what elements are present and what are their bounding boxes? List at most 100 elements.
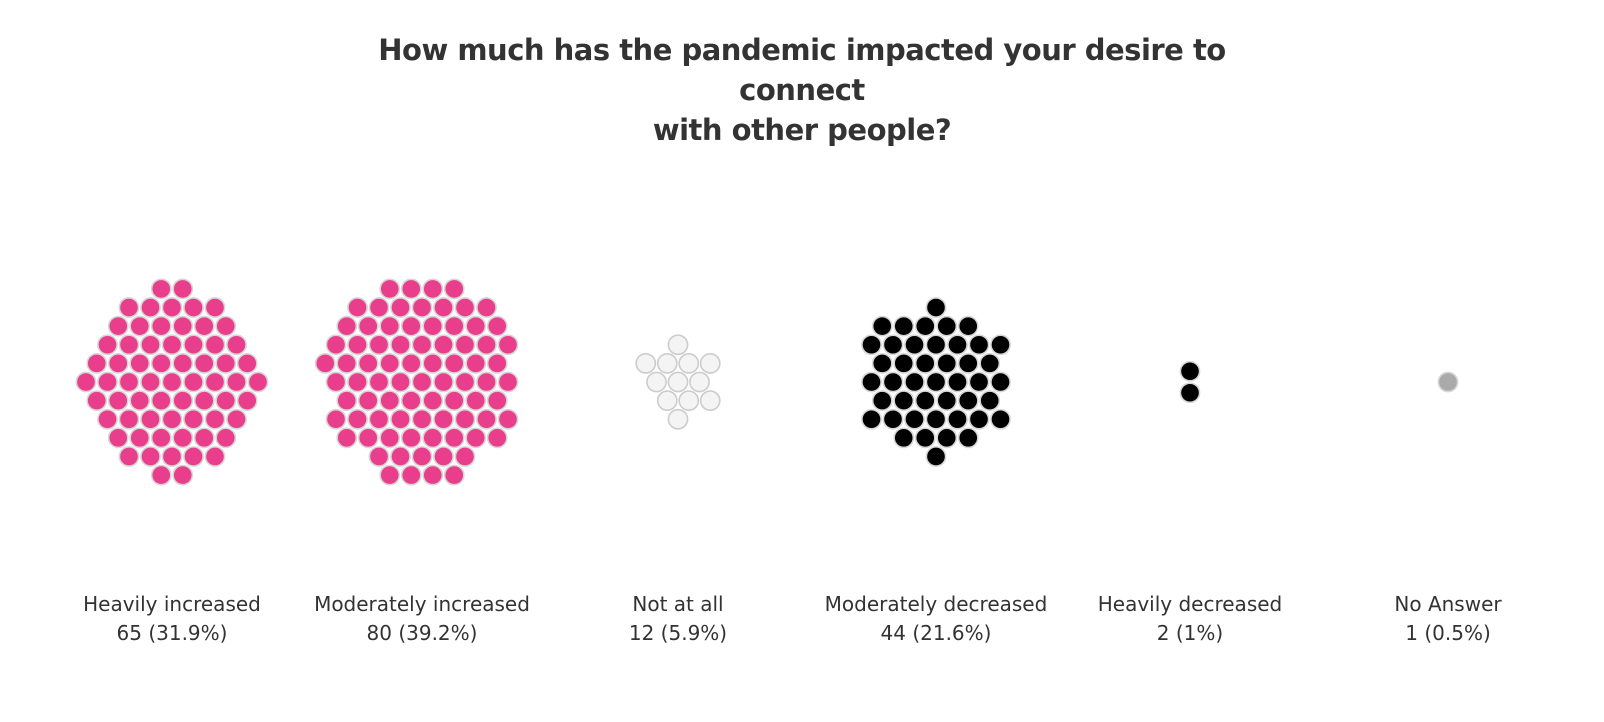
bubble-moderately-decreased-18: [904, 408, 925, 430]
bubble-heavily-increased-6: [150, 390, 172, 412]
bubble-moderately-increased-77: [379, 464, 401, 486]
bubble-moderately-increased-3: [422, 352, 444, 374]
bubble-moderately-decreased-3: [936, 352, 958, 374]
chart-title-line-2: with other people?: [652, 113, 952, 147]
bubble-heavily-increased-9: [161, 334, 183, 356]
category-label-heavily-decreased: Heavily decreased: [1098, 592, 1283, 616]
bubble-moderately-increased-63: [422, 278, 444, 300]
bubble-moderately-increased-24: [368, 334, 390, 356]
cluster-heavily-increased: [75, 278, 269, 486]
bubble-moderately-increased-33: [443, 315, 465, 337]
bubble-moderately-increased-56: [368, 297, 390, 318]
bubble-heavily-increased-33: [193, 315, 215, 337]
bubble-moderately-decreased-4: [947, 371, 968, 393]
bubble-no-answer-1: [1437, 371, 1459, 393]
bubble-heavily-increased-59: [204, 446, 226, 467]
bubble-heavily-increased-50: [140, 446, 161, 467]
bubble-moderately-increased-79: [347, 297, 368, 318]
bubble-moderately-increased-20: [357, 352, 379, 374]
bubble-heavily-increased-24: [118, 334, 140, 356]
bubble-moderately-increased-15: [433, 334, 454, 356]
bubble-moderately-decreased-19: [882, 371, 904, 393]
bubble-moderately-increased-14: [390, 334, 411, 356]
bubble-moderately-increased-76: [443, 464, 465, 486]
bubble-moderately-increased-6: [400, 390, 422, 412]
bubble-moderately-increased-55: [336, 390, 358, 412]
bubble-heavily-increased-23: [107, 390, 129, 412]
bubble-heavily-increased-11: [193, 390, 215, 412]
bubble-moderately-increased-58: [497, 371, 519, 393]
bubble-not-at-all-6: [656, 390, 678, 412]
bubble-moderately-increased-49: [433, 446, 454, 467]
bubble-moderately-increased-7: [390, 371, 411, 393]
bubble-moderately-increased-28: [454, 408, 476, 430]
bubble-heavily-increased-5: [172, 390, 194, 412]
bubble-moderately-increased-44: [357, 315, 379, 337]
bubble-moderately-increased-62: [400, 278, 422, 300]
bubble-heavily-increased-2: [150, 352, 172, 374]
bubble-heavily-increased-60: [118, 446, 140, 467]
bubble-moderately-increased-42: [411, 446, 433, 467]
bubble-moderately-increased-34: [476, 371, 497, 393]
bubble-moderately-increased-72: [497, 408, 519, 430]
bubble-moderately-decreased-27: [968, 334, 990, 356]
bubble-moderately-increased-22: [465, 390, 487, 412]
bubble-heavily-increased-15: [183, 334, 204, 356]
bubble-heavily-increased-7: [140, 371, 161, 393]
bubble-moderately-increased-52: [336, 352, 358, 374]
bubble-heavily-increased-8: [129, 352, 151, 374]
bubble-heavily-increased-29: [172, 427, 194, 449]
cluster-no-answer: [1437, 371, 1459, 393]
bubble-moderately-decreased-24: [882, 334, 904, 356]
bubble-moderately-increased-51: [357, 427, 379, 449]
bubble-heavily-increased-54: [236, 390, 258, 412]
bubble-moderately-decreased-1: [925, 371, 947, 393]
bubble-not-at-all-12: [667, 408, 689, 430]
value-label-heavily-decreased: 2 (1%): [1157, 621, 1223, 645]
bubble-moderately-increased-13: [379, 390, 401, 412]
bubble-moderately-increased-74: [379, 278, 401, 300]
bubble-heavily-increased-39: [161, 297, 183, 318]
bubble-moderately-increased-27: [454, 334, 476, 356]
bubble-heavily-increased-53: [236, 352, 258, 374]
cluster-heavily-decreased: [1179, 360, 1201, 404]
bubble-moderately-decreased-28: [968, 408, 990, 430]
cluster-not-at-all: [635, 334, 721, 430]
bubble-heavily-increased-36: [129, 427, 151, 449]
bubble-moderately-decreased-36: [893, 427, 915, 449]
bubble-heavily-increased-35: [193, 427, 215, 449]
bubble-moderately-decreased-16: [968, 371, 990, 393]
bubble-heavily-increased-42: [161, 446, 183, 467]
bubble-moderately-decreased-8: [893, 352, 915, 374]
bubble-heavily-increased-17: [183, 408, 204, 430]
bubble-moderately-decreased-39: [925, 297, 947, 318]
bubble-not-at-all-9: [667, 334, 689, 356]
bubble-heavily-increased-26: [172, 315, 194, 337]
bubble-moderately-increased-46: [433, 297, 454, 318]
bubble-moderately-increased-38: [347, 334, 368, 356]
bubble-moderately-increased-19: [368, 371, 390, 393]
bubble-heavily-increased-48: [215, 427, 237, 449]
bubble-moderately-decreased-10: [957, 352, 979, 374]
bubble-heavily-increased-25: [150, 315, 172, 337]
bubble-heavily-increased-16: [204, 371, 226, 393]
bubble-moderately-increased-50: [390, 446, 411, 467]
bubble-moderately-increased-53: [486, 352, 508, 374]
bubble-heavily-increased-49: [183, 446, 204, 467]
bubble-moderately-increased-75: [443, 278, 465, 300]
bubble-heavily-increased-34: [226, 371, 247, 393]
category-label-moderately-increased: Moderately increased: [314, 592, 530, 616]
bubble-moderately-increased-9: [411, 334, 433, 356]
bubble-moderately-increased-21: [465, 352, 487, 374]
bubble-moderately-decreased-43: [861, 408, 882, 430]
chart-title: How much has the pandemic impacted your …: [352, 30, 1252, 150]
bubble-not-at-all-1: [667, 371, 689, 393]
bubble-heavily-increased-28: [204, 408, 226, 430]
bubble-moderately-increased-31: [368, 408, 390, 430]
bubble-heavily-increased-40: [226, 334, 247, 356]
bubble-moderately-increased-18: [390, 408, 411, 430]
bubble-heavily-increased-4: [183, 371, 204, 393]
bubble-moderately-decreased-44: [871, 315, 893, 337]
bubble-moderately-decreased-33: [957, 315, 979, 337]
